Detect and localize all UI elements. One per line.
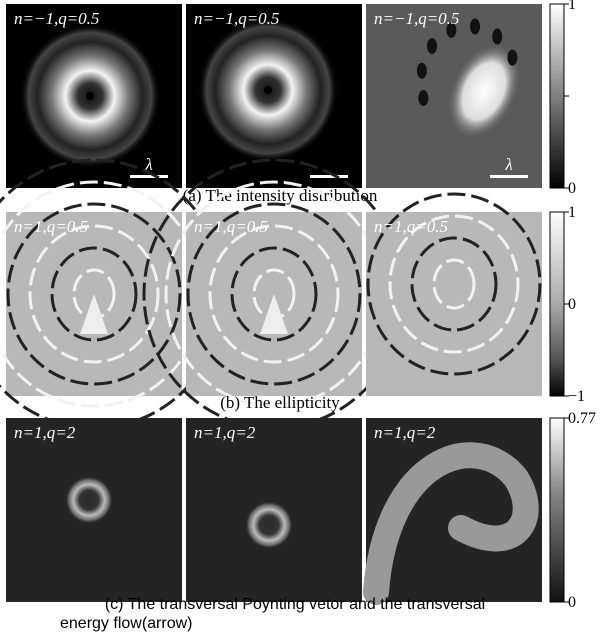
- colorbar-label: 0: [568, 296, 576, 313]
- panel-label: n=−1,q=0.5: [14, 9, 99, 28]
- dark-spot: [492, 29, 502, 45]
- scale-bar: [310, 175, 348, 178]
- colorbar-label: 0: [568, 180, 576, 197]
- colorbar-label: 0.77: [568, 410, 596, 427]
- figure: n=−1,q=0.5λn=−1,q=0.5n=−1,q=0.5λ10(a) Th…: [0, 0, 612, 637]
- dark-spot: [427, 38, 437, 54]
- panel: [366, 212, 542, 396]
- caption: (c) The transversal Poynting vetor and t…: [105, 596, 485, 613]
- dark-spot: [470, 18, 480, 34]
- core: [86, 92, 94, 100]
- colorbar-label: 0: [568, 594, 576, 611]
- panel-label: n=1,q=0.5: [14, 217, 88, 236]
- flow-ring: [65, 476, 113, 524]
- panel-label: n=1,q=0.5: [194, 217, 268, 236]
- colorbar-label: 1: [568, 0, 576, 13]
- dark-spot: [507, 50, 517, 66]
- caption: (a) The intensity distribution: [183, 186, 378, 205]
- panel-label: n=−1,q=0.5: [194, 9, 279, 28]
- core: [264, 86, 272, 94]
- colorbar: [550, 418, 564, 602]
- colorbar-label: 1: [568, 204, 576, 221]
- caption: energy flow(arrow): [60, 615, 192, 632]
- scale-bar: [130, 175, 168, 178]
- panel-label: n=−1,q=0.5: [374, 9, 459, 28]
- panel-label: n=1,q=2: [194, 423, 256, 442]
- panel-label: n=1,q=0.5: [374, 217, 448, 236]
- colorbar: [550, 212, 564, 396]
- panel-label: n=1,q=2: [14, 423, 76, 442]
- colorbar-label: −1: [568, 388, 585, 405]
- panel-label: n=1,q=2: [374, 423, 436, 442]
- scale-label: λ: [504, 155, 512, 174]
- colorbar: [550, 4, 564, 188]
- dark-spot: [418, 90, 428, 106]
- caption: (b) The ellipticity: [220, 393, 340, 412]
- scale-bar: [490, 175, 528, 178]
- flow-ring: [245, 501, 293, 549]
- dark-spot: [417, 63, 427, 79]
